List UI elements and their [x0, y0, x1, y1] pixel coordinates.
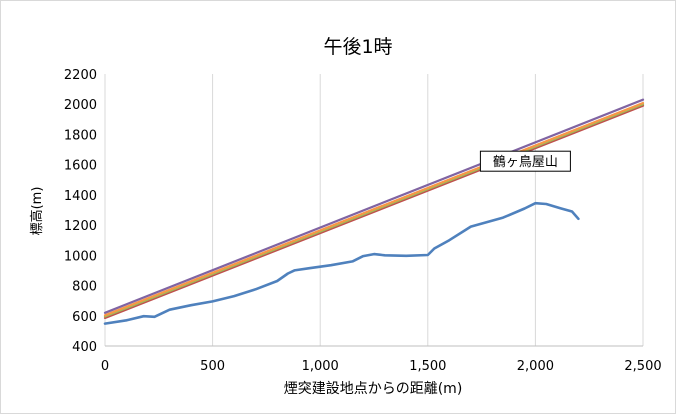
- y-tick-label: 800: [72, 280, 97, 295]
- grid-lines: [104, 74, 644, 346]
- x-axis-label: 煙突建設地点からの距離(m): [284, 380, 463, 397]
- y-tick-label: 1800: [64, 128, 97, 143]
- series-line-4: [103, 98, 645, 314]
- y-tick-label: 600: [72, 310, 97, 325]
- y-tick-label: 1200: [64, 219, 97, 234]
- x-tick-label: 0: [101, 359, 109, 374]
- series-line-1: [103, 104, 645, 320]
- x-tick-label: 1,500: [409, 359, 446, 374]
- series-line-2: [103, 103, 645, 318]
- annotations: 鶴ヶ鳥屋山: [479, 150, 571, 172]
- tick-labels: 0 500 1,000 1,500 2,000 2,500 400 600 800 1000 120…: [64, 68, 662, 374]
- y-tick-label: 1000: [64, 249, 97, 264]
- x-tick-label: 500: [200, 359, 225, 374]
- y-tick-label: 1600: [64, 159, 97, 174]
- annotation-label: 鶴ヶ鳥屋山: [493, 154, 558, 170]
- y-tick-label: 2200: [64, 68, 97, 83]
- y-axis-label: 標高(m): [29, 187, 45, 236]
- series-lines: [103, 98, 645, 325]
- chart-title: 午後1時: [323, 36, 392, 58]
- annotation-box: [479, 150, 571, 172]
- series-line-3: [103, 101, 645, 317]
- x-tick-label: 1,000: [302, 359, 339, 374]
- y-tick-label: 2000: [64, 98, 97, 113]
- x-tick-label: 2,500: [624, 359, 661, 374]
- x-tick-label: 2,000: [517, 359, 554, 374]
- y-tick-label: 1400: [64, 189, 97, 204]
- series-line-5: [103, 201, 580, 325]
- y-tick-label: 400: [72, 340, 97, 355]
